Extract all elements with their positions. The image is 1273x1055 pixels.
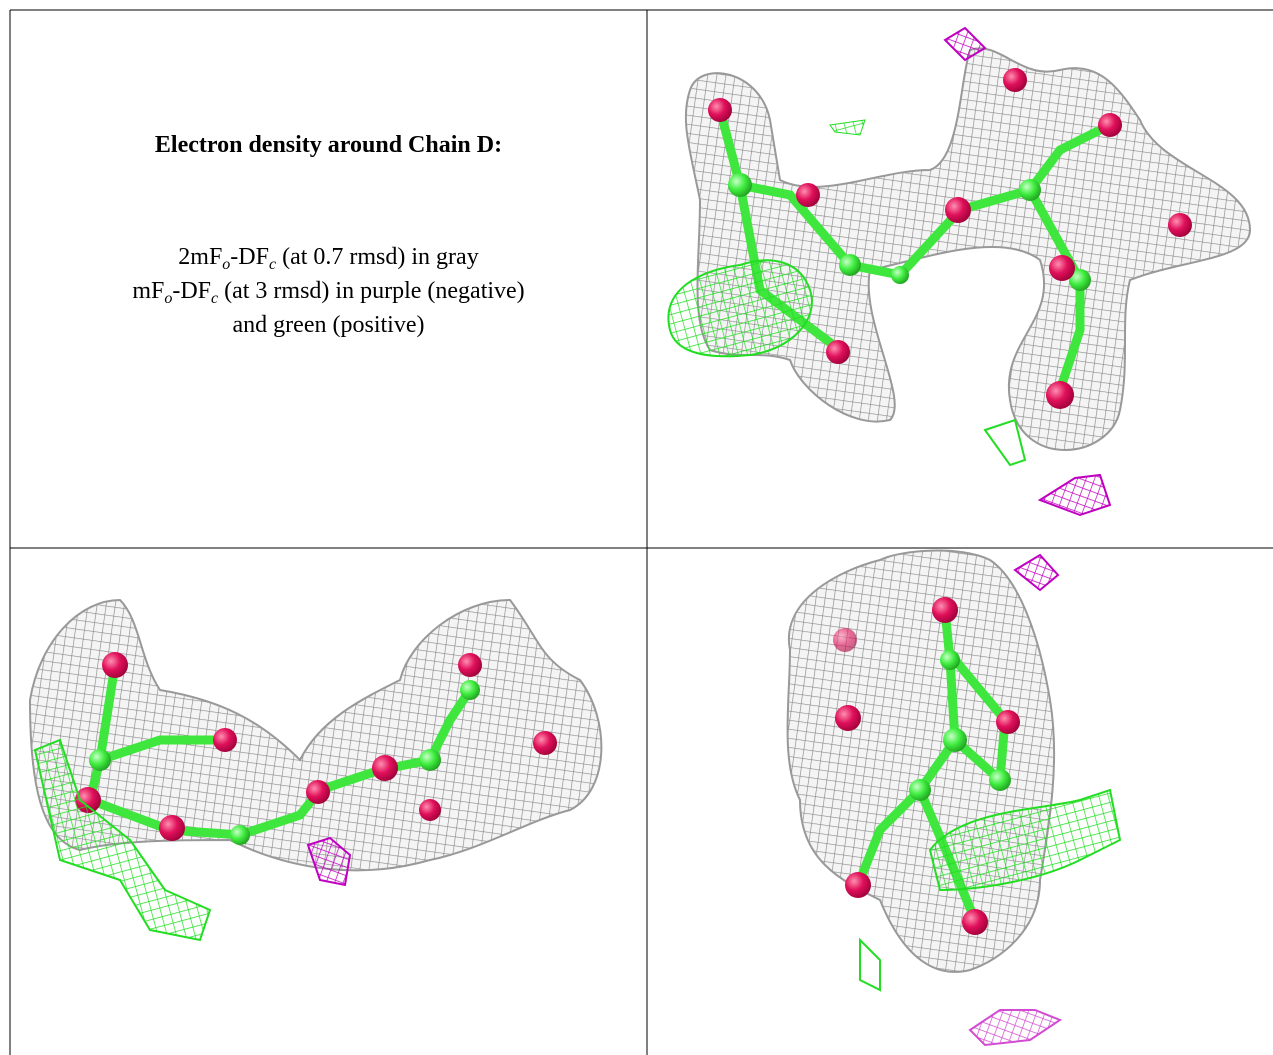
subscript: o <box>222 256 231 273</box>
subscript: o <box>164 290 173 307</box>
density-view-1 <box>667 26 1252 517</box>
text-run: and green (positive) <box>232 312 425 338</box>
text-run: (at 3 rmsd) in purple (negative) <box>218 278 525 304</box>
subscript: c <box>211 290 219 307</box>
caption-line: and green (positive) <box>10 308 647 342</box>
density-view-2 <box>28 598 603 942</box>
text-run: (at 0.7 rmsd) in gray <box>276 244 479 270</box>
density-view-3 <box>786 549 1122 1047</box>
table-borders <box>9 9 1273 1055</box>
text-run: 2mF <box>178 244 223 270</box>
caption-line: mFo-DFc (at 3 rmsd) in purple (negative) <box>10 274 647 308</box>
caption-title: Electron density around Chain D: <box>154 132 503 158</box>
text-run: -DF <box>172 278 211 304</box>
text-run: -DF <box>230 244 269 270</box>
text-run: mF <box>132 278 165 304</box>
subscript: c <box>268 256 277 273</box>
caption-lines: 2mFo-DFc (at 0.7 rmsd) in gray mFo-DFc (a… <box>10 240 647 342</box>
caption-line: 2mFo-DFc (at 0.7 rmsd) in gray <box>10 240 647 274</box>
